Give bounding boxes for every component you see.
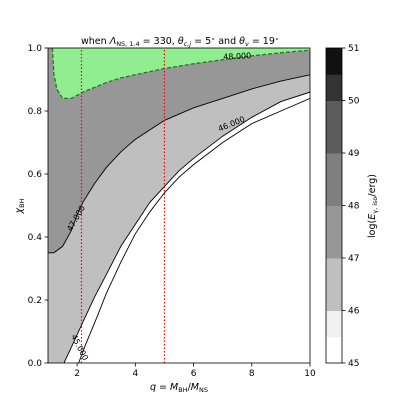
plot-frame <box>47 47 311 364</box>
colorbar-level <box>326 336 342 364</box>
x-tick-label: 2 <box>74 369 80 379</box>
x-axis: 2 4 6 8 10 <box>74 363 316 379</box>
colorbar-level <box>326 74 342 101</box>
colorbar-level <box>326 310 342 338</box>
region-below-45 <box>64 92 310 363</box>
colorbar-ticks: 45 46 47 48 49 50 51 <box>342 44 360 369</box>
colorbar-tick-label: 49 <box>348 149 360 159</box>
chart-title: when ΛNS, 1.4 = 330, θc,j = 5∘ and θv = … <box>81 35 279 48</box>
colorbar-level <box>326 258 342 285</box>
x-axis-label: q = MBH/MNS <box>150 382 208 394</box>
colorbar <box>326 48 342 364</box>
contour-line-46 <box>78 97 310 363</box>
x-tick-label: 6 <box>191 369 197 379</box>
colorbar-level <box>326 231 342 259</box>
region-band-47-48 <box>48 48 310 253</box>
y-tick-label: 0.6 <box>28 170 43 180</box>
colorbar-tick-label: 46 <box>348 307 360 317</box>
y-tick-label: 1.0 <box>28 44 43 54</box>
colorbar-tick-label: 51 <box>348 44 359 54</box>
colorbar-level <box>326 284 342 311</box>
y-tick-label: 0.0 <box>28 359 43 369</box>
contour-line-47 <box>48 74 310 254</box>
colorbar-level <box>326 179 342 206</box>
reference-lines <box>80 48 166 363</box>
colorbar-level <box>326 48 342 75</box>
colorbar-tick-label: 47 <box>348 254 359 264</box>
x-tick-label: 4 <box>132 369 138 379</box>
y-axis: 0.0 0.2 0.4 0.6 0.8 1.0 <box>28 44 48 369</box>
colorbar-label: log(Eγ, iso/erg) <box>367 174 379 238</box>
colorbar-level <box>326 126 342 154</box>
colorbar-tick-label: 45 <box>348 359 359 369</box>
region-green <box>52 48 310 99</box>
y-tick-label: 0.4 <box>28 233 43 243</box>
colorbar-level <box>326 153 342 180</box>
x-tick-label: 8 <box>249 369 255 379</box>
contour-label-48: 48.000 <box>223 51 251 61</box>
y-tick-label: 0.2 <box>28 296 42 306</box>
colorbar-level <box>326 100 342 128</box>
x-tick-label: 10 <box>304 369 316 379</box>
contour-line-45 <box>63 91 310 363</box>
colorbar-tick-label: 50 <box>348 97 360 107</box>
y-axis-label: χBH <box>14 198 26 214</box>
plot-area <box>48 48 310 363</box>
y-tick-label: 0.8 <box>28 107 43 117</box>
colorbar-level <box>326 205 342 233</box>
colorbar-tick-label: 48 <box>348 202 360 212</box>
